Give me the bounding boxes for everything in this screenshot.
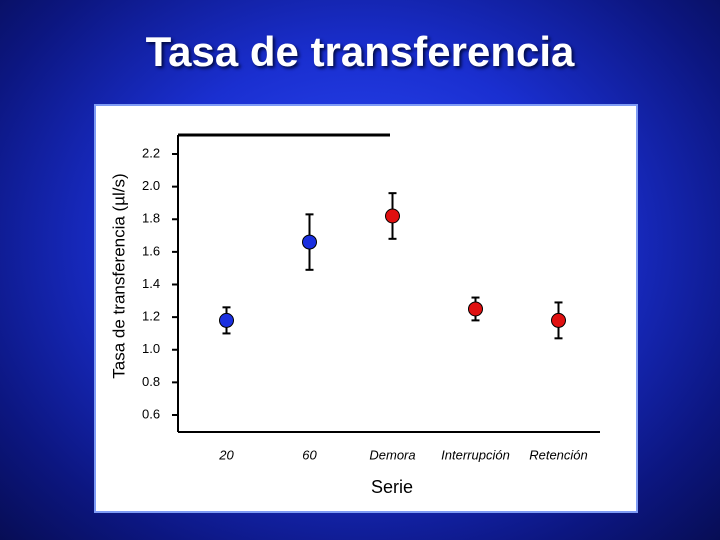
x-tick-label: Retención [529,447,588,462]
y-tick-label: 2.2 [142,145,160,160]
y-tick-label: 1.8 [142,211,160,226]
x-axis-title: Serie [371,477,413,497]
chart-panel [94,104,638,513]
point [385,208,400,224]
y-tick-label: 2.0 [142,178,160,193]
y-tick-label: 1.2 [142,309,160,324]
y-tick-label: 1.4 [142,276,160,291]
point [551,312,566,328]
x-tick-label: 60 [302,447,317,462]
slide-title: Tasa de transferencia [145,28,575,75]
point [219,312,234,328]
point [302,234,317,250]
y-tick-label: 0.6 [142,406,160,421]
y-tick-label: 0.8 [142,374,160,389]
x-tick-label: Demora [369,447,415,462]
y-tick-label: 1.6 [142,243,160,258]
y-axis-title: Tasa de transferencia (µl/s) [109,173,128,378]
y-tick-label: 1.0 [142,341,160,356]
x-tick-label: Interrupción [441,447,510,462]
point [468,301,483,317]
x-tick-label: 20 [218,447,234,462]
